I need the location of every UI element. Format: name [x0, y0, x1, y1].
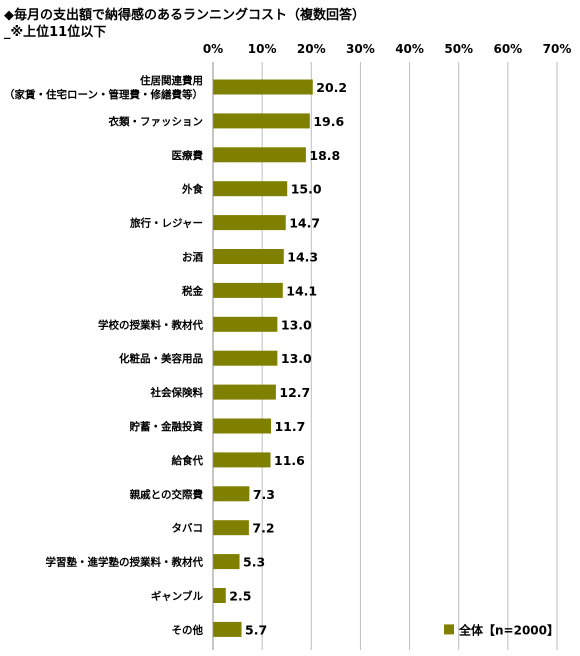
value-label: 7.2	[252, 521, 274, 536]
legend-swatch	[444, 624, 454, 635]
category-label: 貯蓄・金融投資	[130, 420, 204, 433]
bar	[213, 384, 276, 400]
x-tick-label: 30%	[346, 42, 375, 56]
bar	[213, 520, 249, 536]
bar	[213, 418, 271, 434]
category-label: 給食代	[172, 454, 204, 467]
bar	[213, 588, 226, 603]
category-label: 学校の授業料・教材代	[98, 318, 203, 331]
category-label: 外食	[181, 183, 203, 196]
value-label: 7.3	[253, 487, 275, 502]
value-label: 19.6	[313, 114, 344, 129]
value-label: 5.3	[243, 555, 265, 570]
bar	[213, 282, 283, 298]
bar	[213, 316, 278, 332]
bar	[213, 452, 271, 468]
x-tick-label: 10%	[248, 42, 277, 56]
x-tick-label: 60%	[493, 42, 522, 56]
bar	[213, 79, 313, 95]
bar	[213, 554, 240, 570]
value-label: 12.7	[279, 385, 310, 400]
category-label: ギャンブル	[151, 590, 204, 603]
bar	[213, 147, 306, 163]
bar	[213, 621, 242, 637]
category-label: 医療費	[172, 149, 204, 162]
category-label: 衣類・ファッション	[109, 115, 204, 128]
value-label: 14.3	[287, 250, 318, 265]
chart-subtitle: _※上位11位以下	[4, 25, 107, 40]
x-tick-label: 0%	[203, 42, 223, 56]
category-label: 税金	[182, 284, 203, 297]
x-tick-label: 40%	[395, 42, 424, 56]
value-label: 11.7	[274, 419, 305, 434]
value-label: 13.0	[281, 351, 312, 366]
bar	[213, 486, 250, 502]
bar	[213, 350, 278, 366]
bar	[213, 181, 288, 197]
bar	[213, 215, 286, 231]
category-label: （家賃・住宅ローン・管理費・修繕費等）	[4, 88, 203, 101]
category-label: 住居関連費用	[140, 74, 203, 87]
x-tick-label: 70%	[543, 42, 572, 56]
value-label: 18.8	[309, 148, 340, 163]
bar	[213, 249, 284, 264]
value-label: 14.1	[286, 283, 317, 298]
category-label: 親戚との交際費	[130, 488, 204, 501]
category-label: 社会保険料	[150, 386, 204, 399]
category-label: その他	[172, 623, 204, 636]
value-label: 13.0	[281, 317, 312, 332]
value-label: 5.7	[245, 622, 267, 637]
category-label: 化粧品・美容用品	[119, 352, 203, 365]
x-tick-label: 20%	[297, 42, 326, 56]
value-label: 11.6	[274, 453, 305, 468]
category-label: タバコ	[172, 523, 204, 535]
value-label: 20.2	[316, 80, 347, 95]
chart-title: ◆毎月の支出額で納得感のあるランニングコスト（複数回答）	[4, 8, 365, 23]
category-label: 旅行・レジャー	[130, 217, 203, 230]
legend-label: 全体【n=2000】	[458, 622, 559, 637]
bar	[213, 113, 310, 129]
x-tick-label: 50%	[444, 42, 473, 56]
value-label: 15.0	[291, 182, 322, 197]
category-label: 学習塾・進学塾の授業料・教材代	[46, 556, 204, 569]
value-label: 14.7	[289, 216, 320, 231]
value-label: 2.5	[229, 589, 251, 604]
category-label: お酒	[182, 251, 203, 264]
